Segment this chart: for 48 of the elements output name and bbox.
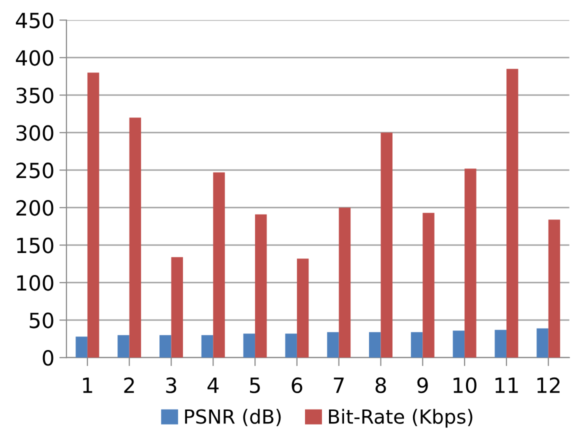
- y-tick-label: 50: [30, 312, 54, 328]
- bar: [548, 220, 560, 358]
- bar: [380, 132, 392, 358]
- y-tick-label: 0: [42, 350, 54, 366]
- y-tick-label: 150: [17, 238, 54, 254]
- bar: [201, 335, 214, 358]
- bar: [171, 257, 183, 358]
- y-tick-label: 350: [16, 88, 54, 104]
- bar: [160, 335, 172, 358]
- x-tick-label: 5: [250, 378, 260, 394]
- bar: [87, 72, 100, 358]
- bar: [464, 168, 476, 358]
- bar: [296, 258, 309, 358]
- x-tick-label: 3: [166, 377, 176, 394]
- bar: [506, 68, 518, 358]
- x-tick-label: 11: [496, 378, 518, 393]
- x-tick-label: 8: [376, 377, 386, 394]
- x-tick-label: 12: [537, 377, 560, 393]
- bar: [452, 330, 465, 358]
- x-tick-label: 6: [292, 377, 302, 394]
- bar: [76, 336, 88, 358]
- bar: [410, 332, 423, 358]
- y-tick-label: 200: [16, 200, 54, 216]
- y-tick-label: 100: [17, 275, 54, 291]
- bar: [536, 328, 548, 358]
- bar: [369, 332, 381, 358]
- x-tick-label: 4: [208, 378, 219, 393]
- x-tick-label: 2: [124, 377, 134, 393]
- y-tick-label: 300: [16, 125, 54, 141]
- legend-label: Bit-Rate (Kbps): [329, 408, 472, 428]
- y-tick-label: 250: [16, 162, 54, 178]
- bar: [285, 334, 297, 358]
- x-tick-label: 9: [417, 377, 428, 394]
- x-tick-label: 7: [334, 378, 344, 393]
- y-tick-label: 400: [16, 50, 54, 66]
- bar: [129, 118, 142, 358]
- bar: [494, 330, 506, 358]
- bar: [255, 214, 267, 358]
- x-tick-label: 1: [83, 378, 92, 393]
- x-tick-label: 10: [454, 377, 476, 394]
- bar: [338, 208, 351, 358]
- y-tick-label: 450: [16, 12, 54, 28]
- bar: [327, 332, 339, 358]
- legend-label: PSNR (dB): [185, 408, 281, 426]
- bar: [422, 212, 434, 358]
- bar: [213, 172, 225, 358]
- bar: [243, 334, 256, 358]
- bar: [118, 335, 130, 358]
